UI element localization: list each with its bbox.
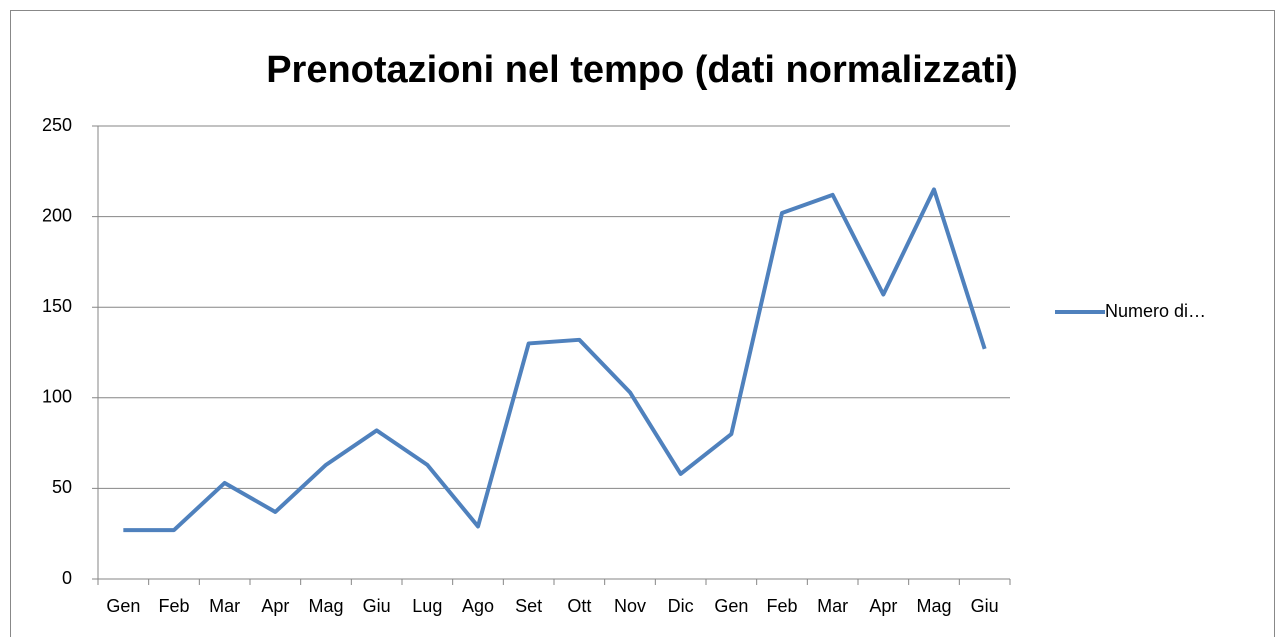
x-tick-label: Ott: [567, 596, 591, 616]
y-tick-label: 100: [42, 387, 72, 407]
x-tick-label: Set: [515, 596, 542, 616]
x-tick-label: Gen: [714, 596, 748, 616]
x-tick-label: Apr: [261, 596, 289, 616]
x-tick-label: Giu: [971, 596, 999, 616]
y-tick-label: 50: [52, 477, 72, 497]
chart-title: Prenotazioni nel tempo (dati normalizzat…: [266, 49, 1018, 91]
y-tick-label: 0: [62, 568, 72, 588]
x-tick-label: Ago: [462, 596, 494, 616]
x-tick-label: Dic: [668, 596, 694, 616]
line-series: [123, 187, 987, 533]
x-tick-label: Apr: [869, 596, 897, 616]
x-tick-label: Feb: [158, 596, 189, 616]
x-tick-label: Mag: [308, 596, 343, 616]
chart-frame: [10, 10, 1275, 637]
x-tick-label: Nov: [614, 596, 646, 616]
y-tick-label: 200: [42, 205, 72, 225]
x-tick-label: Giu: [363, 596, 391, 616]
x-tick-label: Mar: [209, 596, 240, 616]
legend-label: Numero di…: [1105, 301, 1206, 321]
y-tick-label: 250: [42, 115, 72, 135]
x-tick-label: Lug: [412, 596, 442, 616]
x-tick-label: Gen: [106, 596, 140, 616]
y-tick-label: 150: [42, 296, 72, 316]
x-tick-label: Mag: [916, 596, 951, 616]
x-tick-label: Mar: [817, 596, 848, 616]
x-tick-label: Feb: [766, 596, 797, 616]
